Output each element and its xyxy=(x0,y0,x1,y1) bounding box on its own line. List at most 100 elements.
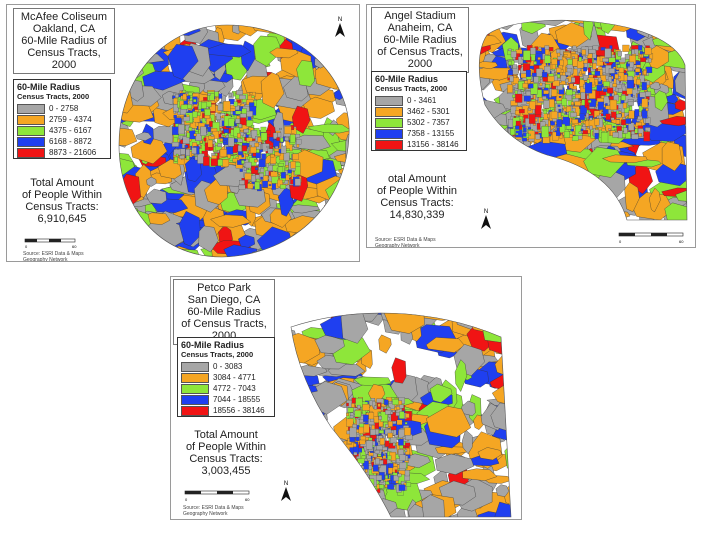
census-tract xyxy=(308,485,351,512)
census-tract xyxy=(680,25,687,59)
census-tract xyxy=(349,427,357,438)
census-tract xyxy=(258,173,264,181)
census-tract xyxy=(571,124,575,127)
census-tract xyxy=(555,194,585,221)
census-tract xyxy=(397,473,402,477)
census-tract xyxy=(535,105,542,115)
census-tract xyxy=(538,183,556,208)
title-line: 2000 xyxy=(407,58,433,70)
census-tract xyxy=(488,154,526,187)
census-tract xyxy=(508,212,528,221)
legend-swatch xyxy=(17,103,45,114)
census-tract xyxy=(355,471,363,476)
census-tract xyxy=(178,211,201,247)
census-tract xyxy=(515,49,523,55)
census-tract xyxy=(477,447,503,461)
census-tract xyxy=(454,359,468,392)
census-tract xyxy=(306,493,345,517)
census-tract xyxy=(258,159,266,168)
census-tract xyxy=(222,159,230,167)
census-tract xyxy=(249,105,257,116)
census-tract xyxy=(504,313,511,345)
census-tract xyxy=(197,112,201,116)
census-tract xyxy=(583,67,588,72)
census-tract xyxy=(522,83,529,89)
census-tract xyxy=(326,455,337,465)
census-tract xyxy=(373,452,378,458)
census-tract xyxy=(618,108,622,112)
census-tract xyxy=(482,327,511,343)
census-tract xyxy=(617,64,621,69)
census-tract xyxy=(589,62,593,66)
census-tract xyxy=(368,437,373,441)
census-tract xyxy=(558,96,562,98)
census-tract xyxy=(236,90,243,95)
census-tract xyxy=(644,47,652,55)
census-tract xyxy=(235,118,241,124)
census-tract xyxy=(597,101,604,110)
census-tract xyxy=(173,97,178,105)
svg-text:60: 60 xyxy=(245,497,250,502)
census-tract xyxy=(198,225,219,253)
census-tract xyxy=(355,436,360,441)
census-tract xyxy=(363,414,369,422)
census-tract xyxy=(528,101,536,110)
census-tract xyxy=(119,208,137,234)
legend-label: 0 - 3083 xyxy=(213,362,243,371)
census-tract xyxy=(294,480,333,511)
census-tract xyxy=(354,465,359,470)
census-tract xyxy=(362,404,370,411)
title-line: 60-Mile Radius xyxy=(383,34,457,46)
census-tract xyxy=(649,81,661,91)
census-tract xyxy=(289,134,296,143)
census-tract xyxy=(385,481,390,485)
census-tract xyxy=(210,134,214,137)
legend-title: 60-Mile Radius xyxy=(17,82,81,92)
census-tract xyxy=(595,128,599,131)
census-tract xyxy=(638,72,642,75)
census-tract xyxy=(557,84,563,90)
census-tract xyxy=(547,156,559,174)
census-tract xyxy=(572,96,576,99)
census-tract xyxy=(543,100,550,109)
census-tract xyxy=(509,178,548,199)
census-tract xyxy=(404,470,410,477)
legend-label: 13156 - 38146 xyxy=(407,140,459,149)
census-tract xyxy=(264,130,271,135)
census-tract xyxy=(119,226,150,253)
census-tract xyxy=(574,101,581,106)
census-tract xyxy=(228,118,235,127)
source-line: Source: ESRI Data & Maps xyxy=(23,251,84,257)
census-tract xyxy=(603,81,611,87)
census-tract xyxy=(204,108,211,116)
census-tract xyxy=(589,125,593,131)
census-tract xyxy=(627,79,635,89)
census-tract xyxy=(583,121,586,124)
census-tract xyxy=(592,63,597,70)
census-tract xyxy=(354,481,361,487)
census-tract xyxy=(528,108,532,111)
census-tract xyxy=(398,438,404,446)
svg-text:0: 0 xyxy=(185,497,188,502)
census-tract xyxy=(523,50,531,61)
census-tract xyxy=(349,471,356,476)
census-tract xyxy=(223,101,231,112)
census-tract xyxy=(294,384,318,394)
census-tract xyxy=(535,134,541,140)
census-tract xyxy=(311,495,333,506)
census-tract xyxy=(608,128,611,131)
census-tract xyxy=(261,153,266,160)
legend-label: 3084 - 4771 xyxy=(213,373,256,382)
census-tract xyxy=(639,74,645,83)
census-tract xyxy=(569,83,574,89)
census-tract xyxy=(388,467,393,474)
title-line: Anaheim, CA xyxy=(387,22,453,34)
census-tract xyxy=(387,455,392,460)
census-tract xyxy=(251,166,259,174)
census-tract xyxy=(590,184,602,193)
census-tract xyxy=(608,68,615,74)
census-tract xyxy=(599,90,607,96)
census-tract xyxy=(247,183,254,189)
map-legend: 60-Mile Radius Census Tracts, 2000 0 - 308… xyxy=(177,337,275,417)
census-tract xyxy=(262,143,270,152)
